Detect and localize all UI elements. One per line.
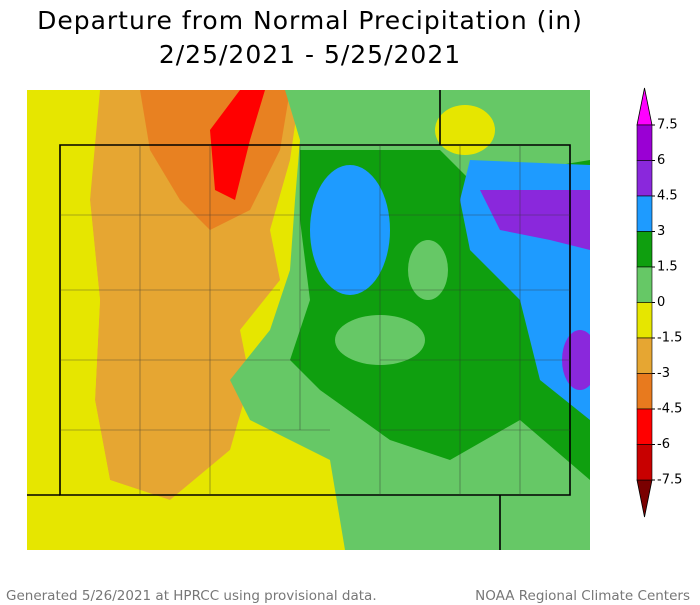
colorbar-label: 3 [657, 224, 665, 239]
map [27, 90, 590, 550]
colorbar-segment [636, 124, 653, 161]
colorbar-label: -7.5 [657, 473, 682, 488]
colorbar-segment [636, 195, 653, 232]
colorbar-label: -1.5 [657, 331, 682, 346]
colorbar-segment [636, 373, 653, 410]
colorbar: 7.5 6 4.5 3 1.5 0 -1.5 -3 -4.5 -6 -7.5 [636, 87, 682, 518]
title-line: Departure from Normal Precipitation (in) [37, 6, 583, 35]
colorbar-segment [636, 302, 653, 339]
colorbar-label: -3 [657, 366, 670, 381]
colorbar-label: -4.5 [657, 402, 682, 417]
colorbar-segment [636, 266, 653, 303]
colorbar-segment [636, 160, 653, 197]
colorbar-arrow [636, 87, 653, 126]
colorbar-label: -6 [657, 437, 670, 452]
colorbar-label: 1.5 [657, 260, 678, 275]
colorbar-label: 4.5 [657, 189, 678, 204]
footer-left: Generated 5/26/2021 at HPRCC using provi… [6, 588, 377, 604]
colorbar-segment [636, 231, 653, 268]
colorbar-segment [636, 408, 653, 445]
colorbar-segment [636, 444, 653, 481]
colorbar-label: 7.5 [657, 118, 678, 133]
title-line: 2/25/2021 - 5/25/2021 [159, 40, 461, 69]
colorbar-label: 6 [657, 153, 665, 168]
colorbar-arrow [636, 479, 653, 518]
footer-right: NOAA Regional Climate Centers [475, 588, 690, 604]
colorbar-label: 0 [657, 295, 665, 310]
colorbar-segment [636, 337, 653, 374]
